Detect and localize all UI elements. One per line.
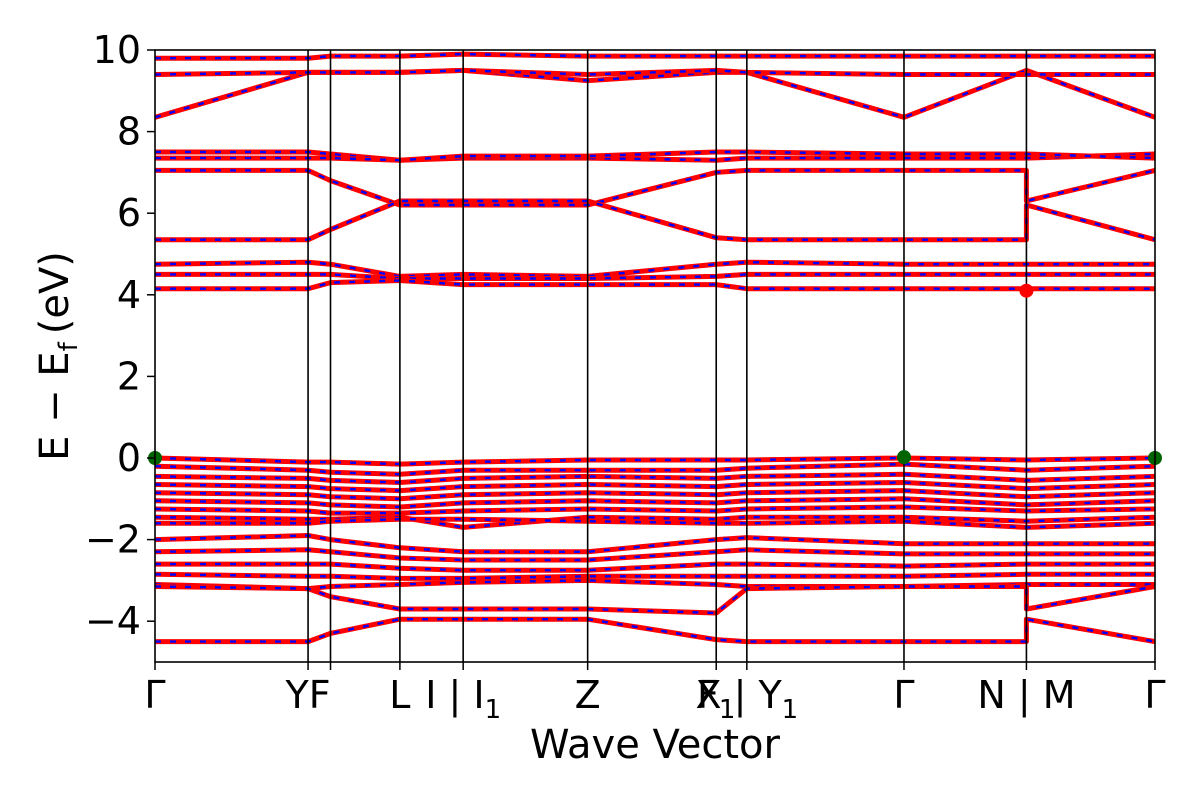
x-tick-label: X | Y1 (695, 673, 798, 725)
x-tick-label: F1 (697, 673, 735, 725)
band-line-spin-up (155, 548, 1155, 562)
x-tick-label-text: Γ (1144, 673, 1165, 717)
x-tick-label: L (389, 673, 410, 717)
band-line-spin-up (155, 462, 1155, 476)
band-line-spin-up (155, 52, 1155, 60)
band-line-spin-up (155, 273, 1155, 280)
band-line-spin-up (155, 505, 1155, 515)
y-axis-title-unit: (eV) (32, 251, 78, 334)
x-tick-label: Γ (1144, 673, 1165, 717)
band-line-spin-up (155, 534, 1155, 553)
x-tick-label: Γ (144, 673, 165, 717)
band-line-spin-up (155, 260, 1155, 278)
x-tick-label: I | I1 (425, 673, 501, 725)
x-tick-label-subscript: 1 (719, 695, 736, 725)
band-line-spin-up (155, 562, 1155, 572)
y-tick-label: 0 (117, 436, 141, 480)
band-line-spin-up (155, 579, 1155, 590)
y-tick-label: 8 (117, 110, 141, 154)
y-tick-label: −2 (85, 518, 141, 562)
x-tick-label-text: YF (285, 673, 331, 717)
band-line-spin-up (155, 518, 1155, 529)
band-line-spin-down (155, 584, 1155, 616)
x-tick-label-text: I | I (425, 673, 484, 718)
y-tick-label: 2 (117, 354, 141, 398)
band-line-spin-down (155, 616, 1155, 645)
plot-frame (154, 49, 1156, 663)
x-tick-label-text: Z (575, 673, 601, 717)
x-tick-label: N | M (977, 673, 1075, 718)
y-tick-label: −4 (85, 599, 141, 643)
k-path-lines (307, 50, 1028, 662)
x-axis-title: Wave Vector (530, 722, 781, 768)
x-tick-label: Γ (893, 673, 914, 717)
band-line-spin-up (155, 473, 1155, 484)
band-line-spin-up (155, 279, 1155, 290)
x-tick-label-text: Γ (893, 673, 914, 717)
band-line-spin-up (155, 456, 1155, 466)
y-tick-label: 4 (117, 273, 141, 317)
x-tick-label-subscript: 1 (782, 695, 799, 725)
band-line-spin-up (155, 150, 1155, 162)
band-line-spin-up (155, 497, 1155, 509)
band-line-spin-up (155, 199, 1155, 241)
band-lines (155, 51, 1155, 645)
band-line-spin-up (155, 617, 1155, 643)
x-tick-label-subscript: 1 (485, 695, 502, 725)
band-line-spin-up (155, 515, 1155, 529)
y-axis-title: E − Ef (eV) (32, 251, 84, 461)
x-tick-label-text: N | M (977, 673, 1075, 718)
y-axis-title-main: E − E (32, 351, 78, 461)
x-tick-label-text: Γ (144, 673, 165, 717)
x-tick-label-text: X | Y (695, 673, 782, 718)
y-ticks: −4 −2 0 2 4 6 8 10 (85, 28, 155, 643)
x-tick-label: Z (575, 673, 601, 717)
extremum-point (896, 450, 911, 465)
band-line-spin-up (155, 150, 1155, 162)
x-tick-label-text: F (697, 673, 719, 717)
extremum-point (1019, 283, 1034, 298)
y-tick-label: 6 (117, 191, 141, 235)
band-line-spin-down (155, 167, 1155, 208)
band-line-spin-up (155, 481, 1155, 492)
band-line-spin-up (155, 489, 1155, 501)
x-tick-label-text: L (389, 673, 410, 717)
y-axis-title-subscript: f (54, 341, 84, 351)
extrema-points (148, 283, 1162, 465)
band-line-spin-up (155, 573, 1155, 580)
band-line-spin-up (155, 69, 1155, 76)
y-tick-label: 10 (93, 28, 141, 72)
x-tick-label: YF (285, 673, 331, 717)
